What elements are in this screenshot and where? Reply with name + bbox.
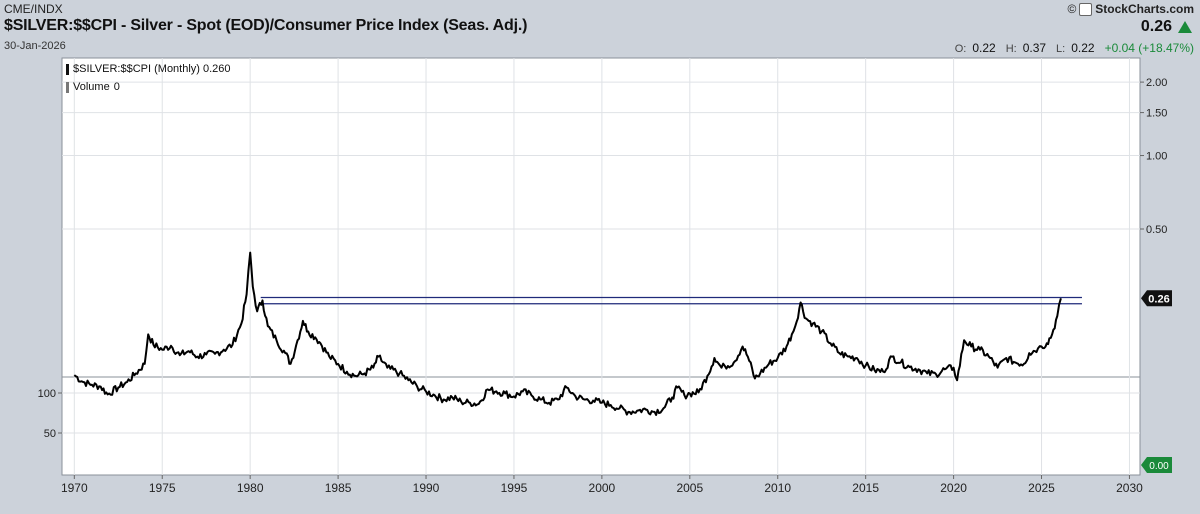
- y-tick-label: 1.00: [1146, 151, 1167, 163]
- x-tick-label: 2020: [940, 481, 967, 495]
- last-price-badge: [1141, 290, 1172, 307]
- y-tick-label: 1.50: [1146, 108, 1167, 120]
- stockcharts-logo-icon: [1079, 2, 1093, 16]
- high-label: H:: [1005, 43, 1017, 55]
- horizontal-lines: [260, 296, 1082, 305]
- price-series-line: [73, 251, 1062, 416]
- legend-volume: Volume 0: [66, 81, 120, 93]
- chart-title: $SILVER:$$CPI - Silver - Spot (EOD)/Cons…: [4, 17, 528, 34]
- y-tick-label: 0.50: [1146, 224, 1167, 236]
- x-tick-label: 1985: [325, 481, 352, 495]
- grid: [62, 58, 1140, 475]
- x-tick-label: 2025: [1028, 481, 1055, 495]
- value-badges: 0.26 0.00: [1141, 290, 1172, 473]
- brand-name: StockCharts.com: [1095, 2, 1194, 16]
- x-tick-label: 1970: [61, 481, 88, 495]
- copyright-symbol: ©: [1067, 2, 1077, 16]
- legend-volume-value: 0: [113, 81, 120, 93]
- low-value: 0.22: [1071, 41, 1095, 55]
- chart-date: 30-Jan-2026: [4, 40, 66, 52]
- x-tick-label: 2005: [676, 481, 703, 495]
- last-price-value: 0.26: [1140, 18, 1172, 35]
- exchange-label: CME/INDX: [4, 2, 63, 16]
- x-tick-label: 2010: [764, 481, 791, 495]
- series-group: [73, 251, 1062, 416]
- last-price-badge-label: 0.26: [1148, 293, 1169, 305]
- volume-tick-label: 50: [44, 428, 56, 440]
- up-arrow-icon: [1178, 21, 1192, 33]
- high-value: 0.37: [1022, 41, 1047, 55]
- y-tick-label: 2.00: [1146, 77, 1167, 89]
- y-axis: 2.00 1.50 1.00 0.50: [1140, 77, 1167, 236]
- x-tick-label: 1975: [149, 481, 176, 495]
- volume-badge-label: 0.00: [1149, 461, 1169, 472]
- change-value: +0.04 (+18.47%): [1104, 41, 1194, 55]
- x-tick-label: 1990: [413, 481, 440, 495]
- legend-series: $SILVER:$$CPI (Monthly) 0.260: [66, 63, 231, 75]
- ohlc-readout: O: 0.22 H: 0.37 L: 0.22 +0.04 (+18.47%): [955, 41, 1194, 55]
- x-axis: 1970 1975 1980 1985 1990 1995 2000 2005 2010 2015…: [61, 475, 1143, 495]
- last-price: 0.26: [1141, 18, 1192, 36]
- x-tick-label: 2030: [1116, 481, 1143, 495]
- volume-tick-label: 100: [38, 388, 56, 400]
- volume-swatch: [66, 81, 69, 93]
- volume-axis: 100 50: [38, 388, 62, 440]
- open-value: 0.22: [972, 41, 996, 55]
- plot-area: [61, 57, 1141, 476]
- open-label: O:: [954, 43, 967, 55]
- x-tick-label: 1980: [237, 481, 264, 495]
- x-tick-label: 1995: [501, 481, 528, 495]
- low-label: L:: [1056, 43, 1066, 55]
- brand[interactable]: © StockCharts.com: [1067, 2, 1194, 16]
- series-swatch: [66, 63, 69, 75]
- x-tick-label: 2015: [852, 481, 879, 495]
- volume-badge: [1141, 457, 1172, 473]
- legend-volume-label: Volume: [73, 81, 110, 93]
- legend-series-label: $SILVER:$$CPI (Monthly) 0.260: [73, 63, 231, 75]
- x-tick-label: 2000: [589, 481, 616, 495]
